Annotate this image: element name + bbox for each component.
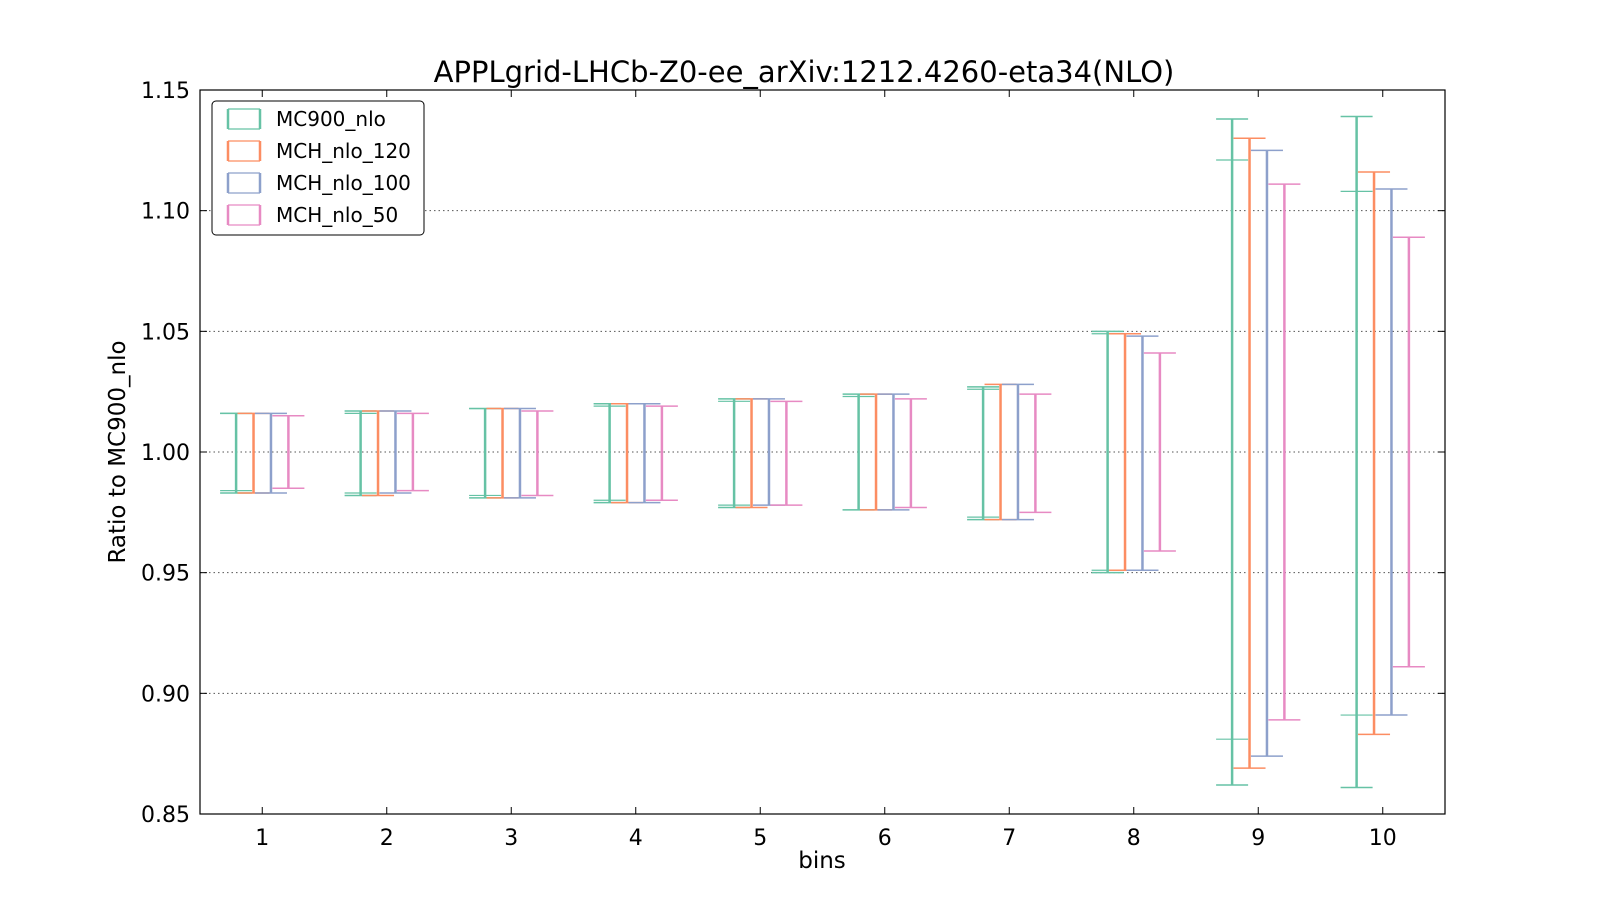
- y-tick-label: 0.95: [141, 562, 190, 587]
- x-axis-label: bins: [798, 848, 846, 874]
- legend-label: MC900_nlo: [276, 107, 386, 131]
- x-tick-label: 3: [504, 826, 518, 851]
- x-tick-label: 9: [1251, 826, 1265, 851]
- x-tick-label: 6: [878, 826, 892, 851]
- y-axis-label: Ratio to MC900_nlo: [105, 340, 131, 563]
- series-layer: [220, 115, 1425, 789]
- x-tick-label: 7: [1002, 826, 1016, 851]
- legend-label: MCH_nlo_120: [276, 139, 411, 163]
- legend-box: [211, 100, 425, 236]
- axes: 0.85 0.90 0.95 1.00 1.05 1.10 1.15 1 2 3 4 5 6 7 8 9 10: [141, 79, 1445, 851]
- y-tick-label: 1.00: [141, 441, 190, 466]
- y-tick-label: 1.05: [141, 320, 190, 345]
- x-tick-label: 4: [629, 826, 643, 851]
- x-tick-label: 8: [1127, 826, 1141, 851]
- legend: MC900_nlo MCH_nlo_120 MCH_nlo_100 MCH_nlo_5…: [211, 100, 425, 236]
- x-tick-label: 2: [380, 826, 394, 851]
- x-tick-label: 10: [1369, 826, 1397, 851]
- legend-label: MCH_nlo_50: [276, 203, 398, 227]
- y-tick-label: 0.85: [141, 803, 190, 828]
- legend-label: MCH_nlo_100: [276, 171, 411, 195]
- grid: [200, 210, 1445, 694]
- chart-title: APPLgrid-LHCb-Z0-ee_arXiv:1212.4260-eta3…: [434, 55, 1175, 89]
- y-tick-label: 1.10: [141, 200, 190, 225]
- x-tick-label: 5: [753, 826, 767, 851]
- y-tick-label: 1.15: [141, 79, 190, 104]
- x-tick-label: 1: [255, 826, 269, 851]
- y-tick-label: 0.90: [141, 682, 190, 707]
